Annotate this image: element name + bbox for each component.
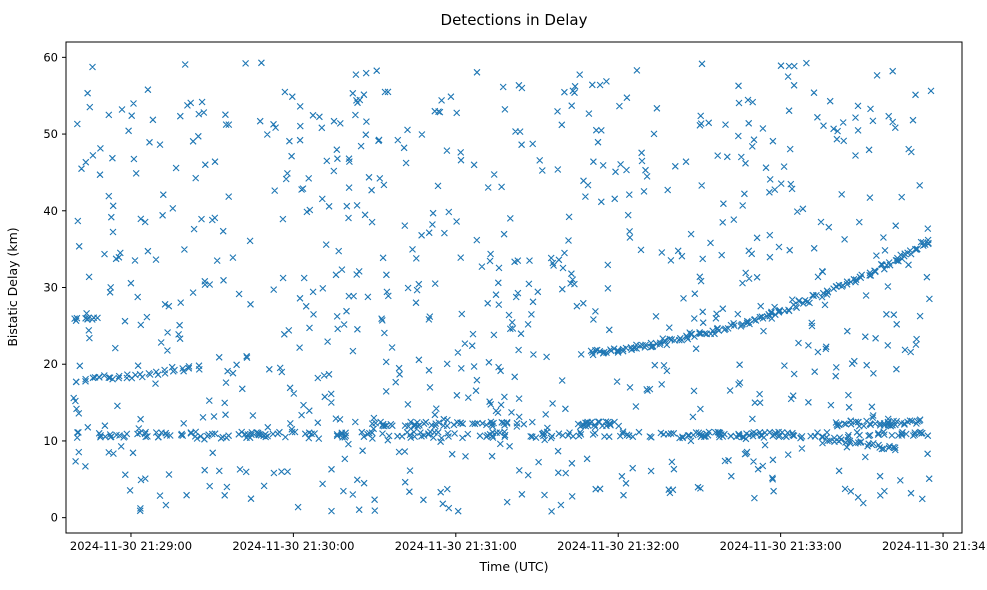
x-tick-label: 2024-11-30 21:30:00 [232, 539, 354, 553]
series-band-26km-left-edge [71, 314, 101, 325]
y-tick-label: 10 [43, 434, 58, 448]
y-axis-ticks: 0 10 20 30 40 50 60 [43, 50, 66, 525]
y-tick-label: 30 [43, 281, 58, 295]
plot-border [65, 41, 963, 534]
series-range-band-10-11km [73, 428, 926, 442]
y-tick-label: 20 [43, 357, 58, 371]
chart-title: Detections in Delay [441, 11, 588, 29]
x-tick-label: 2024-11-30 21:32:00 [557, 539, 679, 553]
series-target-track [587, 236, 932, 359]
x-tick-label: 2024-11-30 21:31:00 [395, 539, 517, 553]
x-axis-ticks: 2024-11-30 21:29:00 2024-11-30 21:30:00 20… [70, 533, 987, 553]
y-axis-label: Bistatic Delay (km) [5, 227, 20, 346]
x-tick-label: 2024-11-30 21:34:00 [882, 539, 987, 553]
series-range-band-12km-b [832, 417, 923, 430]
series-descending-track-9-10km [824, 434, 899, 454]
data-points [70, 59, 935, 515]
series-range-band-12km-c [574, 418, 623, 431]
series-clutter-detections [70, 59, 935, 515]
x-tick-label: 2024-11-30 21:33:00 [720, 539, 842, 553]
plot-area [66, 42, 962, 533]
series-early-rising-track [72, 362, 203, 386]
x-axis-label: Time (UTC) [478, 559, 548, 574]
y-tick-label: 60 [43, 50, 58, 64]
y-tick-label: 50 [43, 127, 58, 141]
x-tick-label: 2024-11-30 21:29:00 [70, 539, 192, 553]
y-tick-label: 0 [51, 511, 58, 525]
series-range-band-12km-a [368, 418, 536, 430]
y-tick-label: 40 [43, 204, 58, 218]
